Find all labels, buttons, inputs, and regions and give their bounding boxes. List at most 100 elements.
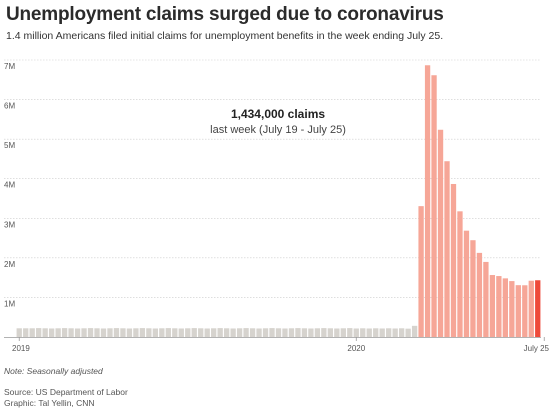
bar — [42, 328, 48, 337]
x-axis: 2019 2020 July 25 — [4, 337, 550, 353]
bar — [288, 328, 295, 337]
bar — [411, 325, 418, 337]
bar — [308, 328, 314, 337]
bar — [236, 328, 243, 337]
bar — [515, 285, 521, 337]
bar — [133, 328, 139, 337]
chart-area: 1M 2M 3M 4M 5M 6M 7M 2019 2020 July 25 1,434,000… — [0, 50, 554, 360]
bar — [113, 328, 120, 337]
bar — [373, 328, 379, 337]
bar — [139, 328, 146, 337]
bar — [87, 328, 94, 337]
bar — [295, 328, 301, 337]
bar — [198, 328, 204, 337]
x-tick-label: 2019 — [12, 344, 30, 353]
bar — [204, 328, 210, 337]
bar — [29, 328, 35, 337]
bar — [256, 328, 262, 337]
bar — [249, 328, 256, 337]
bars — [16, 65, 541, 338]
bar — [321, 328, 327, 337]
bar — [146, 328, 152, 337]
bar — [405, 328, 411, 337]
bar — [496, 276, 502, 337]
bar — [418, 206, 424, 337]
bar — [476, 252, 483, 337]
bar — [424, 65, 431, 337]
bar — [230, 328, 236, 337]
bar — [126, 328, 133, 337]
bar — [282, 328, 288, 337]
bar — [360, 328, 366, 337]
annotation: 1,434,000 claims last week (July 19 - Ju… — [210, 107, 346, 136]
source-credit: Source: US Department of Labor Graphic: … — [4, 387, 128, 409]
bar — [347, 328, 353, 337]
bar — [185, 328, 191, 337]
bar — [366, 328, 372, 337]
bar-latest — [535, 280, 541, 337]
bar — [483, 261, 489, 337]
y-tick-label: 3M — [4, 220, 15, 229]
y-tick-label: 1M — [4, 299, 15, 308]
bar — [223, 328, 230, 337]
bar — [36, 328, 42, 337]
bar — [178, 328, 184, 337]
bar — [444, 161, 450, 337]
y-tick-label: 7M — [4, 62, 15, 71]
bar — [48, 328, 55, 337]
bar — [152, 328, 158, 337]
bar — [172, 328, 178, 337]
y-tick-label: 4M — [4, 181, 15, 190]
bar — [386, 328, 392, 337]
annotation-headline: 1,434,000 claims — [231, 107, 325, 121]
bar — [327, 328, 333, 337]
bar — [431, 75, 437, 338]
bar — [159, 328, 165, 337]
bar — [23, 328, 29, 337]
bar — [379, 328, 385, 337]
graphic-credit: Graphic: Tal Yellin, CNN — [4, 398, 95, 408]
bar — [340, 328, 346, 337]
bar — [353, 328, 359, 337]
bar — [55, 328, 61, 337]
footnote: Note: Seasonally adjusted — [4, 366, 103, 376]
bar — [165, 328, 171, 337]
bar — [120, 328, 126, 337]
bar — [470, 240, 476, 337]
bar — [398, 328, 405, 337]
bar — [16, 328, 22, 337]
bar — [489, 275, 496, 337]
source-line: Source: US Department of Labor — [4, 387, 128, 397]
bar — [81, 328, 87, 337]
bar — [437, 129, 444, 337]
bar — [61, 328, 68, 337]
bar — [217, 328, 223, 337]
chart-subtitle: 1.4 million Americans filed initial clai… — [6, 30, 444, 42]
bar — [94, 328, 100, 337]
bar — [463, 230, 470, 337]
y-tick-label: 2M — [4, 260, 15, 269]
bar — [107, 328, 113, 337]
chart-title: Unemployment claims surged due to corona… — [6, 4, 444, 25]
y-tick-label: 5M — [4, 141, 15, 150]
bar — [243, 328, 249, 337]
bar — [275, 328, 282, 337]
y-tick-label: 6M — [4, 102, 15, 111]
bar — [502, 278, 508, 337]
bar — [509, 281, 515, 337]
bar — [392, 328, 398, 337]
bar — [211, 328, 217, 337]
bar — [74, 328, 81, 337]
bar — [269, 328, 275, 337]
bar — [314, 328, 321, 337]
bar — [528, 280, 534, 337]
bar-chart: 1M 2M 3M 4M 5M 6M 7M 2019 2020 July 25 1,434,000… — [4, 59, 550, 353]
bar — [191, 328, 197, 337]
x-tick-label: 2020 — [347, 344, 365, 353]
bar — [457, 211, 463, 337]
bar — [522, 285, 528, 337]
bar — [262, 328, 269, 337]
bar — [301, 328, 308, 337]
bar — [100, 328, 107, 337]
